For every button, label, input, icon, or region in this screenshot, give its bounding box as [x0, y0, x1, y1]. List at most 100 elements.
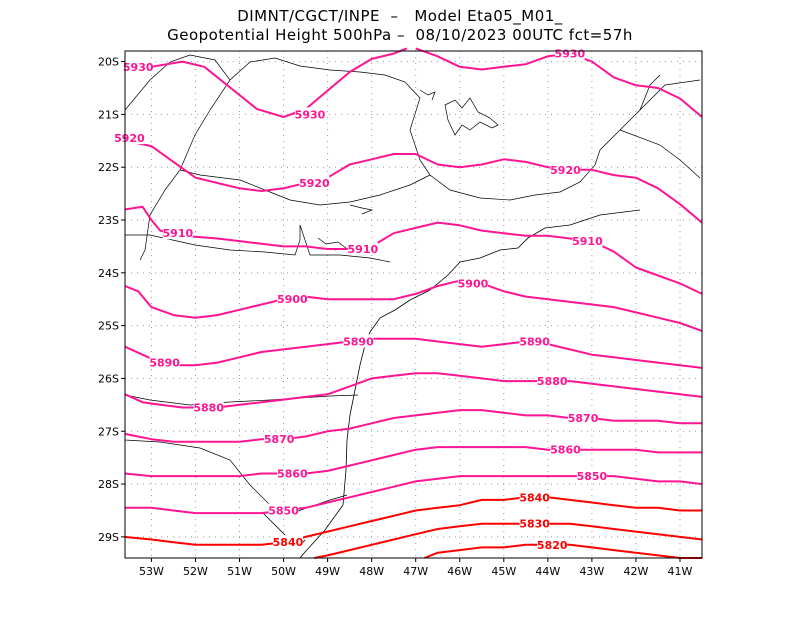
- contour-label-bg: [162, 226, 193, 240]
- contour-label-bg: [550, 442, 581, 456]
- contour-label-5920: 5920: [299, 177, 330, 190]
- contour-label-bg: [347, 242, 378, 256]
- coastline: [299, 209, 641, 559]
- x-tick-label: 49W: [315, 565, 340, 578]
- contour-lines: [124, 47, 703, 559]
- y-tick-label: 26S: [98, 372, 119, 385]
- x-tick-label: 44W: [535, 565, 560, 578]
- contour-label-5850: 5850: [577, 470, 608, 483]
- contour-label-bg: [123, 59, 154, 73]
- chart-title-line-2: Geopotential Height 500hPa – 08/10/2023 …: [167, 26, 633, 44]
- border-north: [229, 57, 661, 201]
- contour-label-bg: [519, 516, 550, 530]
- border-sp-pr: [125, 224, 391, 263]
- x-tick-label: 42W: [623, 565, 648, 578]
- y-tick-label: 24S: [98, 267, 119, 280]
- contour-5840: [124, 496, 702, 546]
- contour-label-bg: [277, 292, 308, 306]
- contour-5870: [124, 409, 702, 443]
- x-tick-label: 50W: [271, 565, 296, 578]
- chart-title-line-1: DIMNT/CGCT/INPE – Model Eta05_M01_: [237, 7, 563, 25]
- border-parana-river: [179, 169, 431, 206]
- contour-label-5890: 5890: [343, 335, 374, 348]
- contour-label-5930: 5930: [555, 48, 586, 61]
- y-tick-label: 28S: [98, 478, 119, 491]
- contour-label-5860: 5860: [277, 468, 308, 481]
- contour-label-5930: 5930: [123, 61, 154, 74]
- contour-label-5930: 5930: [295, 108, 326, 121]
- contour-label-5890: 5890: [149, 357, 180, 370]
- x-tick-label: 47W: [403, 565, 428, 578]
- contour-label-bg: [550, 162, 581, 176]
- y-tick-label: 23S: [98, 214, 119, 227]
- contour-label-bg: [568, 411, 599, 425]
- contour-label-5820: 5820: [537, 539, 568, 552]
- contour-label-5900: 5900: [277, 293, 308, 306]
- contour-label-5910: 5910: [572, 235, 603, 248]
- contour-5830: [314, 522, 703, 559]
- contour-label-bg: [114, 131, 145, 145]
- contour-label-bg: [457, 276, 488, 290]
- grid-lines: [125, 51, 702, 558]
- contour-label-5830: 5830: [519, 518, 550, 531]
- contour-label-5840: 5840: [273, 536, 304, 549]
- border-pr-sc: [124, 394, 359, 406]
- x-tick-label: 52W: [183, 565, 208, 578]
- contour-label-bg: [343, 334, 374, 348]
- contour-label-5910: 5910: [163, 227, 194, 240]
- contour-label-5840: 5840: [519, 491, 550, 504]
- contour-5860: [124, 446, 702, 478]
- contour-5880: [124, 372, 703, 409]
- contour-label-bg: [149, 355, 180, 369]
- contour-label-5850: 5850: [268, 504, 299, 517]
- contour-label-bg: [294, 107, 325, 121]
- contour-label-bg: [572, 234, 603, 248]
- contour-5920: [124, 139, 703, 224]
- contour-label-bg: [277, 466, 308, 480]
- contour-label-bg: [193, 400, 224, 414]
- contour-label-bg: [299, 176, 330, 190]
- contour-label-5890: 5890: [519, 335, 550, 348]
- contour-label-5900: 5900: [458, 277, 489, 290]
- contour-label-5870: 5870: [568, 412, 599, 425]
- x-tick-label: 48W: [359, 565, 384, 578]
- x-tick-label: 45W: [491, 565, 516, 578]
- border-east: [619, 79, 701, 179]
- y-tick-label: 25S: [98, 320, 119, 333]
- reservoir-outline: [444, 97, 499, 136]
- contour-label-5920: 5920: [550, 164, 581, 177]
- contour-label-5860: 5860: [550, 444, 581, 457]
- contour-5930: [124, 47, 408, 118]
- contour-label-bg: [264, 432, 295, 446]
- axis-tick-labels: 53W 52W 51W 50W 49W 48W 47W 46W 45W 44W 43W 42W 41W 2…: [98, 56, 693, 578]
- x-tick-label: 46W: [447, 565, 472, 578]
- contour-label-5910: 5910: [348, 243, 379, 256]
- plot-frame: [124, 50, 703, 559]
- y-tick-label: 20S: [98, 56, 119, 69]
- x-tick-label: 51W: [227, 565, 252, 578]
- contour-label-bg: [537, 374, 568, 388]
- contour-5890: [124, 337, 703, 369]
- contour-label-bg: [537, 537, 568, 551]
- contour-5900: [124, 279, 703, 332]
- contour-label-5880: 5880: [537, 375, 568, 388]
- contour-label-bg: [519, 490, 550, 504]
- y-tick-label: 29S: [98, 531, 119, 544]
- contour-label-bg: [576, 469, 607, 483]
- x-tick-label: 41W: [668, 565, 693, 578]
- contour-labels: 5930 5930 5930 5920 5920 5920 5910 5910 5910 5900…: [114, 46, 608, 552]
- y-tick-label: 21S: [98, 108, 119, 121]
- x-tick-label: 43W: [579, 565, 604, 578]
- contour-label-5880: 5880: [193, 401, 224, 414]
- x-tick-label: 53W: [139, 565, 164, 578]
- contour-label-bg: [272, 535, 303, 549]
- contour-label-5920: 5920: [114, 132, 145, 145]
- contour-label-bg: [519, 334, 550, 348]
- contour-label-bg: [554, 46, 585, 60]
- contour-label-5870: 5870: [264, 433, 295, 446]
- contour-5850: [125, 475, 703, 515]
- border-west: [124, 54, 231, 261]
- contour-label-bg: [268, 503, 299, 517]
- y-tick-label: 27S: [98, 425, 119, 438]
